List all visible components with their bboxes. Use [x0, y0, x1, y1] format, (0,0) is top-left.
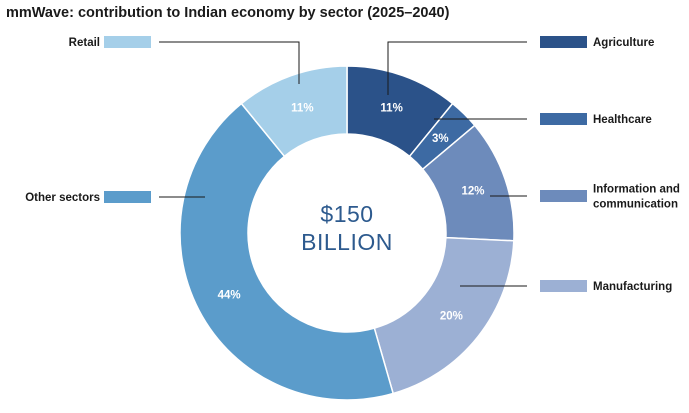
legend-label-other-sectors: Other sectors	[25, 192, 100, 204]
leader-line-agriculture	[387, 41, 527, 95]
leader-line-retail	[159, 41, 300, 84]
percent-label-agriculture: 11%	[380, 103, 402, 115]
center-unit: BILLION	[301, 229, 393, 255]
legend-label-manufacturing: Manufacturing	[593, 281, 672, 293]
legend-swatch-healthcare	[540, 113, 587, 125]
legend-swatch-other-sectors	[104, 191, 151, 203]
legend-label-information-and-communication-line-2: communication	[593, 199, 678, 211]
legend-swatch-manufacturing	[540, 280, 587, 292]
chart-legend: Agriculture Healthcare Information and comm…	[25, 36, 680, 293]
percent-label-healthcare: 3%	[432, 133, 449, 145]
legend-label-retail: Retail	[69, 37, 100, 49]
slice-percent-labels: 11% 3% 12% 20% 44% 11%	[218, 103, 485, 323]
legend-label-agriculture: Agriculture	[593, 37, 654, 49]
percent-label-manufacturing: 20%	[440, 310, 463, 322]
legend-swatch-retail	[104, 36, 151, 48]
percent-label-retail: 11%	[291, 103, 313, 115]
chart-title: mmWave: contribution to Indian economy b…	[6, 5, 450, 21]
center-value: $150	[320, 201, 373, 227]
slice-retail	[240, 65, 348, 158]
percent-label-other-sectors: 44%	[218, 290, 241, 302]
percent-label-information-and-communication: 12%	[461, 185, 484, 197]
legend-swatch-agriculture	[540, 36, 587, 48]
legend-label-healthcare: Healthcare	[593, 114, 652, 126]
legend-swatch-information-and-communication	[540, 190, 587, 202]
donut-slices	[179, 65, 515, 401]
legend-label-information-and-communication-line-1: Information and	[593, 184, 680, 196]
slice-other-sectors	[179, 102, 395, 401]
slice-manufacturing	[373, 236, 515, 395]
